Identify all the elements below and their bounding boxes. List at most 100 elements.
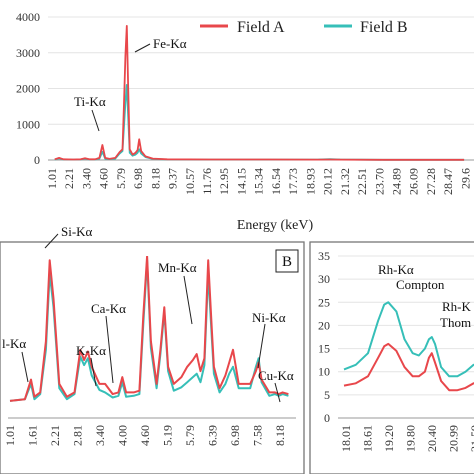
ca-ka-label: Ca-Kα — [91, 301, 126, 316]
ni-ka-annotation: Ni-Kα — [252, 310, 286, 369]
panel-b-x-tick-label: 2.81 — [71, 425, 85, 446]
top-y-tick-label: 0 — [34, 153, 40, 167]
panel-b-x-tick-label: 6.98 — [228, 425, 242, 446]
si-ka-annotation: Si-Kα — [44, 224, 93, 249]
panel-b-x-tick-label: 1.01 — [3, 425, 17, 446]
ti-ka-leader-line — [91, 109, 100, 132]
legend-label-field-b: Field B — [360, 19, 408, 36]
al-ka-annotation: l-Kα — [2, 336, 29, 383]
top-x-tick-label: 3.40 — [79, 168, 93, 189]
ti-ka-label: Ti-Kα — [74, 94, 106, 109]
top-x-tick-label: 5.79 — [114, 168, 128, 189]
top-x-tick-label: 23.70 — [372, 168, 386, 195]
panel-b-label-box — [275, 249, 299, 273]
si-ka-label: Si-Kα — [61, 224, 93, 239]
fe-ka-leader-line — [134, 43, 151, 53]
panel-c-x-tick-label: 19.20 — [382, 425, 396, 452]
top-x-tick-label: 28.47 — [441, 168, 455, 195]
rh-ka-thomson-annotation: Rh-K Thom — [440, 299, 472, 330]
panel-c-y-tick-label: 5 — [324, 388, 330, 402]
panel-c-y-tick-label: 20 — [318, 318, 330, 332]
panel-b-x-tick-label: 4.00 — [116, 425, 130, 446]
top-y-tick-label: 1000 — [16, 117, 40, 131]
si-ka-leader-line — [44, 233, 59, 249]
panel-b-series-field-a — [9, 256, 289, 402]
top-x-tick-label: 1.01 — [45, 168, 59, 189]
top-x-tick-label: 24.89 — [389, 168, 403, 195]
top-spectrum-chart: 0 1000 2000 3000 4000 1.01 2.21 3.40 4.60 5.79 6.… — [16, 10, 474, 233]
top-x-tick-label: 26.09 — [407, 168, 421, 195]
cu-ka-annotation: Cu-Kα — [258, 368, 294, 403]
top-x-tick-label: 2.21 — [62, 168, 76, 189]
top-x-tick-label: 15.34 — [252, 168, 266, 195]
top-y-tick-label: 2000 — [16, 82, 40, 96]
k-ka-leader-line — [90, 357, 97, 387]
panel-c-x-tick-label: 18.61 — [361, 425, 375, 452]
panel-c-x-tick-label: 20.40 — [425, 425, 439, 452]
top-y-gridlines — [48, 16, 474, 125]
top-x-tick-label: 18.93 — [303, 168, 317, 195]
top-y-tick-labels: 0 1000 2000 3000 4000 — [16, 10, 40, 167]
panel-b-x-tick-label: 2.21 — [48, 425, 62, 446]
legend-label-field-a: Field A — [237, 19, 285, 36]
panel-b-x-tick-labels: 1.01 1.61 2.21 2.81 3.40 4.00 4.60 5.19 5.79 6.39… — [3, 425, 287, 446]
mn-ka-leader-line — [183, 275, 193, 325]
ni-ka-leader-line — [257, 323, 266, 369]
panel-c-x-tick-label: 20.99 — [447, 425, 461, 452]
rh-ka-thomson-label: Rh-K — [442, 299, 472, 314]
legend: Field A Field B — [200, 19, 408, 36]
panel-c-y-tick-label: 25 — [318, 295, 330, 309]
panel-b-frame — [0, 241, 305, 474]
panel-c-series-field-a — [343, 342, 474, 392]
panel-b-x-tick-label: 8.18 — [273, 425, 287, 446]
panel-b-x-tick-label: 7.58 — [251, 425, 265, 446]
al-ka-label: l-Kα — [2, 336, 26, 351]
panel-c-y-tick-label: 0 — [324, 411, 330, 425]
panel-c-y-gridlines — [338, 255, 474, 396]
panel-b-plot-area — [9, 256, 289, 402]
top-x-tick-label: 22.51 — [355, 168, 369, 195]
k-ka-label: K-Kα — [76, 343, 106, 358]
panel-b-x-tick-label: 6.39 — [206, 425, 220, 446]
panel-c-frame — [309, 241, 474, 474]
rh-ka-compton-annotation: Rh-Kα Compton — [378, 262, 445, 292]
top-x-tick-label: 12.95 — [217, 168, 231, 195]
panel-c-x-tick-label: 18.01 — [339, 425, 353, 452]
top-x-tick-label: 10.57 — [183, 168, 197, 195]
panel-b-x-tick-label: 5.79 — [183, 425, 197, 446]
ca-ka-annotation: Ca-Kα — [91, 301, 126, 384]
top-x-tick-label: 29.6 — [458, 168, 472, 189]
k-ka-annotation: K-Kα — [76, 343, 106, 387]
top-x-tick-label: 11.76 — [200, 168, 214, 195]
panel-c-y-tick-label: 35 — [318, 249, 330, 263]
rh-ka-compton-label-line2: Compton — [396, 277, 445, 292]
panel-b-x-tick-label: 3.40 — [93, 425, 107, 446]
rh-ka-thomson-label-line2: Thom — [440, 315, 471, 330]
top-x-tick-label: 8.18 — [148, 168, 162, 189]
panel-b-series-lines — [9, 256, 289, 402]
panel-c-x-tick-label: 21.59 — [468, 425, 474, 452]
fe-ka-annotation: Fe-Kα — [134, 36, 187, 53]
top-x-tick-label: 17.73 — [286, 168, 300, 195]
top-x-axis-title: Energy (keV) — [237, 218, 314, 233]
panel-b-label: B — [282, 254, 292, 270]
al-ka-leader-line — [21, 351, 29, 383]
panel-c-chart: 0 5 10 15 20 25 30 35 18.01 18.61 19.20 19.80 20.40… — [309, 241, 474, 474]
top-x-tick-label: 27.28 — [424, 168, 438, 195]
cu-ka-leader-line — [274, 382, 281, 403]
panel-c-y-tick-label: 15 — [318, 342, 330, 356]
panel-c-series-lines — [343, 301, 474, 392]
panel-b-x-tick-label: 1.61 — [26, 425, 40, 446]
top-y-tick-label: 4000 — [16, 10, 40, 24]
panel-b-x-tick-label: 5.19 — [161, 425, 175, 446]
rh-ka-compton-label: Rh-Kα — [378, 262, 414, 277]
ca-ka-leader-line — [105, 315, 114, 384]
top-x-tick-labels: 1.01 2.21 3.40 4.60 5.79 6.98 8.18 9.37 10.57 11.… — [45, 168, 472, 195]
top-x-tick-label: 21.32 — [338, 168, 352, 195]
top-x-tick-label: 4.60 — [97, 168, 111, 189]
mn-ka-label: Mn-Kα — [158, 260, 197, 275]
ti-ka-annotation: Ti-Kα — [74, 94, 106, 132]
top-x-tick-label: 9.37 — [166, 168, 180, 189]
panel-c-x-tick-labels: 18.01 18.61 19.20 19.80 20.40 20.99 21.59 — [339, 425, 474, 452]
top-series-field-a — [54, 25, 465, 161]
